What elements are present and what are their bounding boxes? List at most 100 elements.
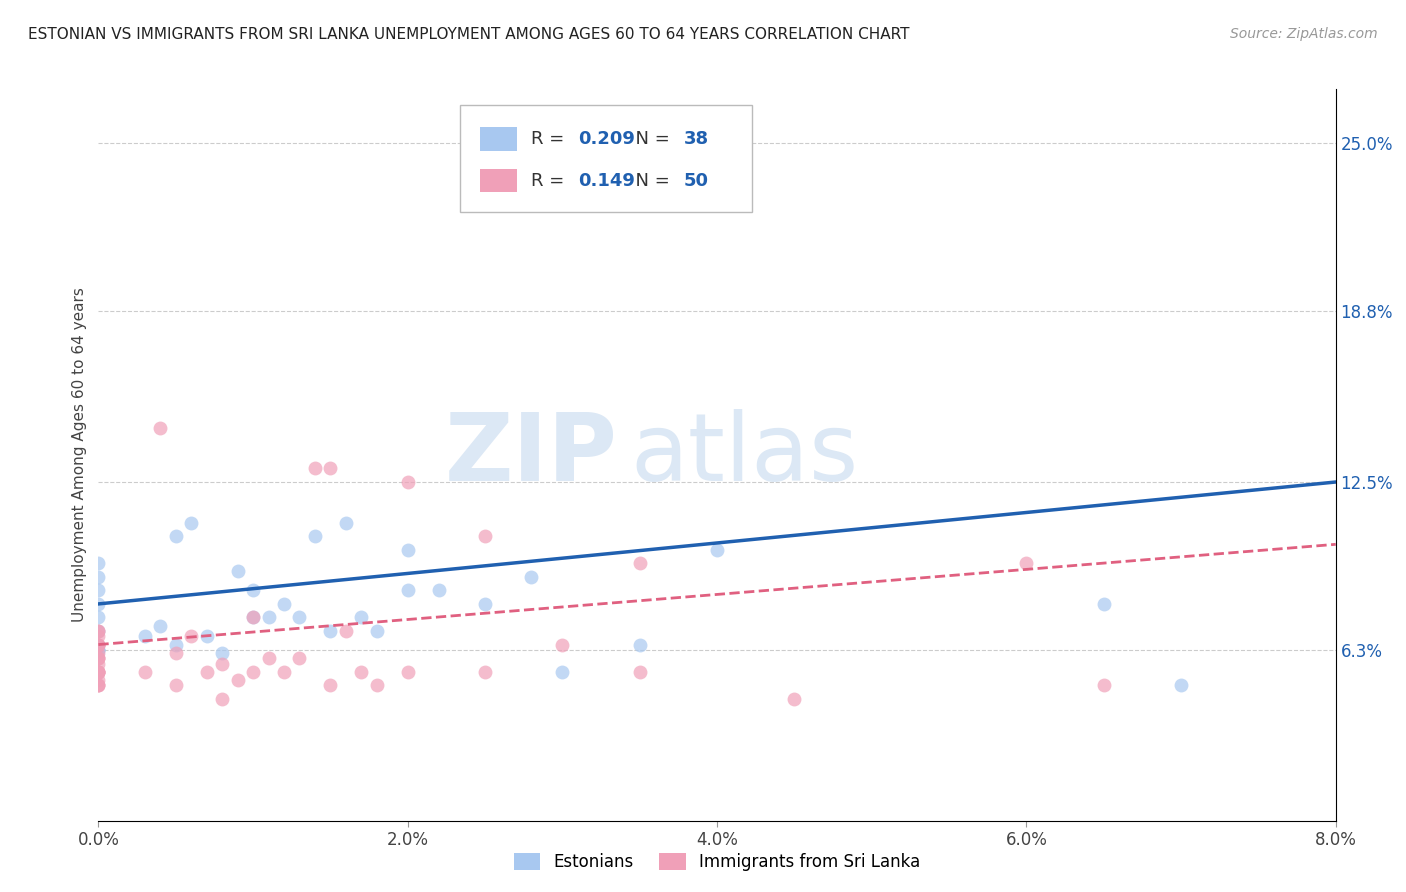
Point xyxy=(474,665,496,679)
Text: atlas: atlas xyxy=(630,409,859,501)
Point xyxy=(165,678,187,692)
Point xyxy=(366,678,388,692)
Point xyxy=(273,665,295,679)
Point xyxy=(474,529,496,543)
Point xyxy=(396,665,419,679)
Point xyxy=(783,691,806,706)
Legend: Estonians, Immigrants from Sri Lanka: Estonians, Immigrants from Sri Lanka xyxy=(508,847,927,878)
Point xyxy=(87,673,110,687)
Point xyxy=(87,651,110,665)
Point xyxy=(211,657,233,671)
Point xyxy=(195,665,218,679)
Point xyxy=(87,638,110,652)
Text: Source: ZipAtlas.com: Source: ZipAtlas.com xyxy=(1230,27,1378,41)
Point xyxy=(165,638,187,652)
Point xyxy=(1170,678,1192,692)
Point xyxy=(87,638,110,652)
Point xyxy=(242,583,264,598)
Point xyxy=(87,665,110,679)
Point xyxy=(87,678,110,692)
Point xyxy=(427,583,450,598)
Point xyxy=(195,629,218,643)
Text: 38: 38 xyxy=(683,130,709,148)
Point xyxy=(628,638,651,652)
Point xyxy=(396,542,419,557)
Point xyxy=(149,618,172,632)
Point xyxy=(134,629,156,643)
Point xyxy=(87,624,110,638)
Point xyxy=(87,570,110,584)
Point xyxy=(211,646,233,660)
Point xyxy=(165,529,187,543)
Point xyxy=(628,665,651,679)
Point xyxy=(87,665,110,679)
Point xyxy=(87,643,110,657)
Point xyxy=(242,665,264,679)
Text: R =: R = xyxy=(531,171,571,190)
Text: 50: 50 xyxy=(683,171,709,190)
Point xyxy=(87,643,110,657)
Text: 0.209: 0.209 xyxy=(578,130,636,148)
Text: 0.149: 0.149 xyxy=(578,171,636,190)
Point xyxy=(319,461,342,475)
Point xyxy=(335,624,357,638)
Point xyxy=(350,665,373,679)
Point xyxy=(335,516,357,530)
Point xyxy=(87,651,110,665)
Point xyxy=(87,583,110,598)
Point xyxy=(706,542,728,557)
Point xyxy=(396,583,419,598)
Point xyxy=(149,421,172,435)
Point xyxy=(520,570,543,584)
Point xyxy=(87,597,110,611)
Point xyxy=(1092,597,1115,611)
Point xyxy=(180,516,202,530)
Point xyxy=(628,556,651,570)
Point xyxy=(350,610,373,624)
Point xyxy=(87,610,110,624)
Point xyxy=(226,673,249,687)
Point xyxy=(87,638,110,652)
Point xyxy=(87,643,110,657)
Point xyxy=(273,597,295,611)
Point xyxy=(87,665,110,679)
Point xyxy=(87,657,110,671)
Point xyxy=(87,651,110,665)
Point xyxy=(87,678,110,692)
Point xyxy=(87,629,110,643)
Y-axis label: Unemployment Among Ages 60 to 64 years: Unemployment Among Ages 60 to 64 years xyxy=(72,287,87,623)
Point xyxy=(87,665,110,679)
Point xyxy=(165,646,187,660)
Point xyxy=(242,610,264,624)
Point xyxy=(304,461,326,475)
Point xyxy=(87,678,110,692)
Point xyxy=(180,629,202,643)
Point xyxy=(87,556,110,570)
Point xyxy=(1092,678,1115,692)
Bar xyxy=(479,169,516,193)
Text: ESTONIAN VS IMMIGRANTS FROM SRI LANKA UNEMPLOYMENT AMONG AGES 60 TO 64 YEARS COR: ESTONIAN VS IMMIGRANTS FROM SRI LANKA UN… xyxy=(28,27,910,42)
Point xyxy=(551,665,574,679)
Point xyxy=(319,678,342,692)
Point xyxy=(87,624,110,638)
Point xyxy=(87,646,110,660)
Point xyxy=(211,691,233,706)
Point xyxy=(474,597,496,611)
Point xyxy=(288,610,311,624)
Point xyxy=(226,565,249,579)
Point xyxy=(87,638,110,652)
Text: ZIP: ZIP xyxy=(446,409,619,501)
Point xyxy=(87,624,110,638)
Point xyxy=(551,638,574,652)
Point xyxy=(288,651,311,665)
Text: N =: N = xyxy=(624,130,676,148)
FancyBboxPatch shape xyxy=(460,105,752,212)
Text: N =: N = xyxy=(624,171,676,190)
Point xyxy=(257,610,280,624)
Point xyxy=(134,665,156,679)
Point xyxy=(319,624,342,638)
Point xyxy=(396,475,419,489)
Point xyxy=(366,624,388,638)
Point xyxy=(87,665,110,679)
Bar xyxy=(479,128,516,151)
